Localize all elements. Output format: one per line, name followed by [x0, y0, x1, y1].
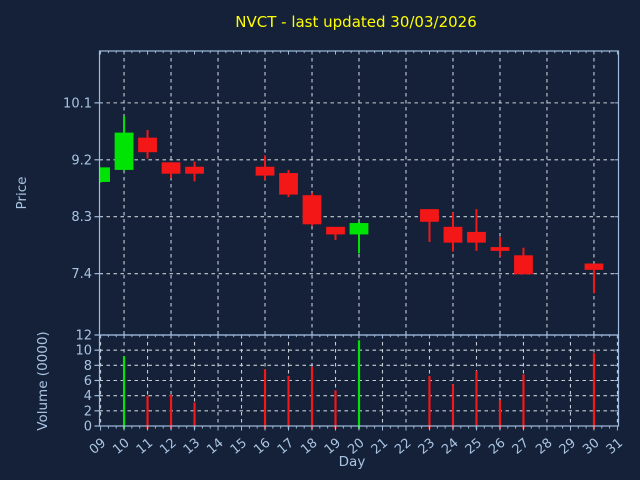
candle-day-18 [302, 192, 322, 226]
x-tick-label: 26 [486, 436, 508, 458]
candle-day-19 [326, 226, 345, 241]
x-tick-label: 23 [416, 436, 438, 458]
x-tick-label: 15 [228, 436, 250, 458]
x-tick-label: 16 [251, 436, 273, 458]
x-tick-label: 27 [510, 436, 532, 458]
x-tick-label: 25 [463, 436, 485, 458]
volume-tick-label: 10 [75, 344, 92, 359]
chart-title: NVCT - last updated 30/03/2026 [235, 13, 477, 31]
volume-axis-label: Volume (0000) [35, 331, 51, 430]
candle-body [138, 137, 157, 153]
axes-layer [94, 50, 620, 431]
volume-tick-label: 6 [84, 374, 92, 389]
candle-day-20 [349, 221, 369, 254]
candle-day-25 [467, 209, 486, 251]
candle-body [467, 231, 486, 243]
candle-body [99, 167, 110, 182]
candle-body [185, 166, 204, 174]
volume-tick-label: 8 [84, 359, 92, 374]
candle-day-11 [138, 130, 157, 159]
candle-body [255, 166, 275, 176]
candle-day-17 [279, 169, 298, 198]
candle-body [420, 209, 439, 222]
candle-body [302, 195, 322, 225]
volume-tick-label: 2 [84, 404, 92, 419]
series-layer [99, 116, 604, 429]
candle-body [349, 223, 369, 235]
candle-day-12 [161, 162, 181, 179]
candle-day-27 [514, 247, 533, 275]
x-tick-label: 14 [204, 436, 226, 458]
price-tick-label: 7.4 [71, 267, 92, 282]
x-tick-label: 22 [392, 436, 414, 458]
price-tick-label: 10.1 [63, 96, 92, 111]
candle-body [279, 173, 298, 195]
candle-body [326, 226, 345, 235]
x-tick-label: 13 [181, 436, 203, 458]
candle-day-24 [443, 212, 463, 252]
volume-bars-group [122, 340, 596, 429]
price-tick-label: 8.3 [71, 210, 92, 225]
candle-day-16 [255, 155, 275, 181]
candle-day-9 [99, 167, 110, 183]
candle-body [161, 162, 181, 174]
x-tick-label: 17 [275, 436, 297, 458]
candles-group [99, 116, 604, 294]
x-tick-label: 10 [110, 436, 132, 458]
x-tick-label: 30 [580, 436, 602, 458]
candle-body [514, 255, 533, 275]
candle-day-26 [490, 236, 510, 257]
x-tick-label: 24 [439, 436, 461, 458]
price-tick-label: 9.2 [71, 153, 92, 168]
price-axis-label: Price [14, 177, 30, 210]
volume-tick-label: 0 [84, 420, 92, 435]
x-tick-label: 28 [533, 436, 555, 458]
x-tick-label: 21 [369, 436, 391, 458]
candle-body [584, 263, 604, 270]
candle-day-30 [584, 263, 604, 294]
x-tick-label: 11 [134, 436, 156, 458]
day-axis-label: Day [339, 454, 366, 470]
candle-body [443, 226, 463, 243]
x-tick-label: 09 [87, 436, 109, 458]
candle-day-10 [114, 116, 134, 171]
x-tick-label: 29 [557, 436, 579, 458]
candle-day-13 [185, 161, 204, 182]
candle-day-23 [420, 209, 439, 243]
volume-tick-label: 4 [84, 389, 92, 404]
candle-body [114, 132, 134, 170]
x-tick-label: 12 [157, 436, 179, 458]
x-tick-label: 18 [298, 436, 320, 458]
x-tick-label: 31 [604, 436, 626, 458]
candle-body [490, 247, 510, 251]
volume-tick-label: 12 [75, 329, 92, 344]
